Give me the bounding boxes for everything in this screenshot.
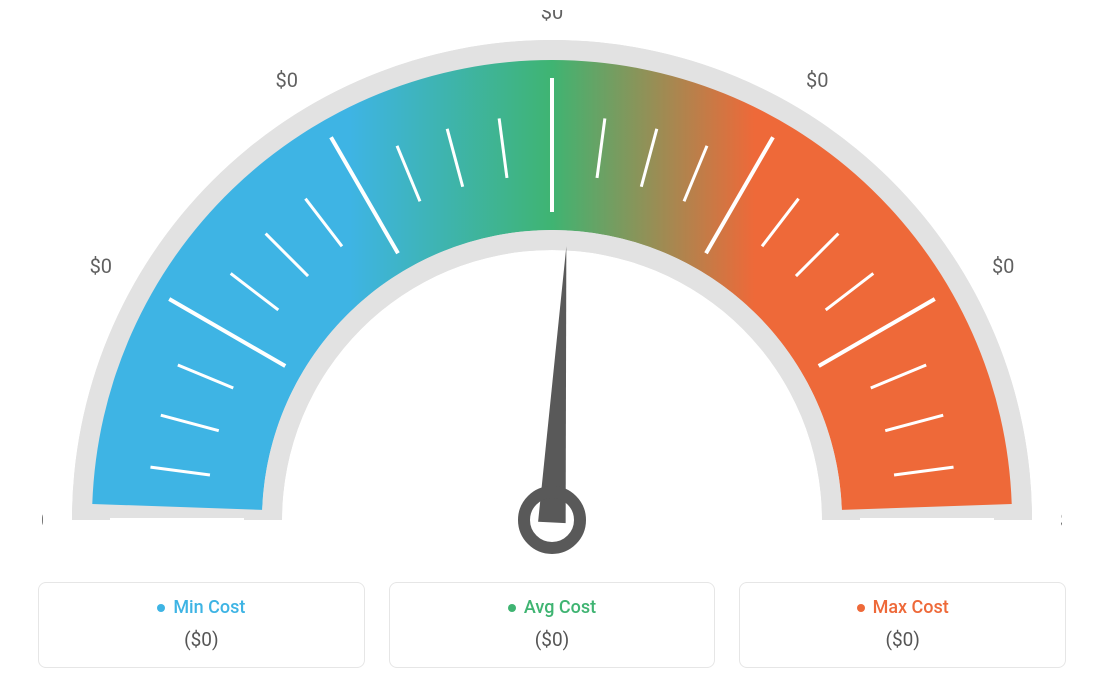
legend-card-avg: Avg Cost ($0) xyxy=(389,582,716,669)
legend-value-max: ($0) xyxy=(758,628,1047,651)
legend-label-min: Min Cost xyxy=(173,597,245,618)
gauge-svg: $0 $0 $0 $0 $0 $0 $0 xyxy=(42,10,1062,570)
dot-icon xyxy=(157,604,165,612)
legend-label-max: Max Cost xyxy=(873,597,949,618)
dot-icon xyxy=(857,604,865,612)
gauge-tick-label: $0 xyxy=(541,10,563,24)
legend-label-avg: Avg Cost xyxy=(524,597,596,618)
gauge-tick-label: $0 xyxy=(806,68,828,92)
gauge-chart: $0 $0 $0 $0 $0 $0 $0 xyxy=(42,10,1062,560)
dot-icon xyxy=(508,604,516,612)
gauge-tick-label: $0 xyxy=(1060,508,1062,532)
legend-title-avg: Avg Cost xyxy=(508,597,596,618)
legend-row: Min Cost ($0) Avg Cost ($0) Max Cost ($0… xyxy=(38,582,1066,669)
legend-card-min: Min Cost ($0) xyxy=(38,582,365,669)
gauge-needle xyxy=(538,246,566,523)
gauge-tick-label: $0 xyxy=(276,68,298,92)
legend-value-avg: ($0) xyxy=(408,628,697,651)
legend-card-max: Max Cost ($0) xyxy=(739,582,1066,669)
gauge-tick-label: $0 xyxy=(90,254,112,278)
gauge-tick-label: $0 xyxy=(992,254,1014,278)
legend-title-min: Min Cost xyxy=(157,597,245,618)
gauge-tick-label: $0 xyxy=(42,508,44,532)
legend-title-max: Max Cost xyxy=(857,597,949,618)
legend-value-min: ($0) xyxy=(57,628,346,651)
